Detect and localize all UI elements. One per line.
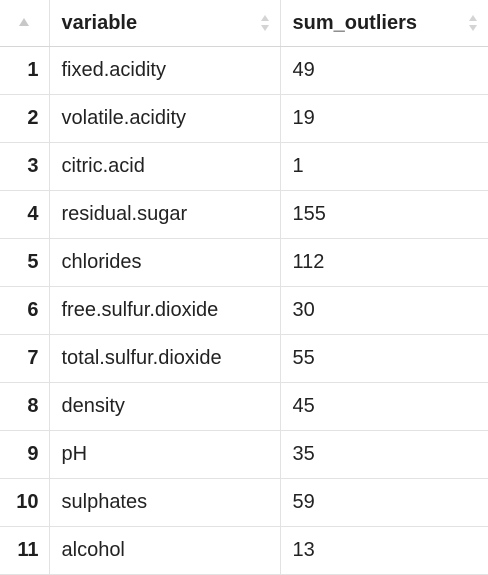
- variable-value: pH: [61, 443, 88, 465]
- variable-cell: total.sulfur.dioxide: [49, 334, 281, 383]
- variable-cell: alcohol: [49, 526, 281, 575]
- table-row: 3 citric.acid 1: [0, 142, 488, 191]
- table-row: 9 pH 35: [0, 430, 488, 479]
- row-index-cell: 4: [0, 190, 50, 239]
- row-index-cell: 1: [0, 46, 50, 95]
- variable-value: fixed.acidity: [61, 59, 167, 81]
- table-row: 2 volatile.acidity 19: [0, 94, 488, 143]
- column-header-index[interactable]: [0, 0, 50, 47]
- table-row: 11 alcohol 13: [0, 526, 488, 575]
- sum-outliers-value: 112: [292, 251, 325, 273]
- variable-value: density: [61, 395, 125, 417]
- sort-icon[interactable]: [260, 14, 270, 32]
- header-row: variable sum_outliers: [0, 0, 488, 47]
- column-header-sum-outliers[interactable]: sum_outliers: [280, 0, 488, 47]
- row-index: 3: [27, 155, 39, 177]
- table-row: 10 sulphates 59: [0, 478, 488, 527]
- row-index-cell: 3: [0, 142, 50, 191]
- table-row: 5 chlorides 112: [0, 238, 488, 287]
- sum-outliers-cell: 59: [280, 478, 488, 527]
- table-row: 1 fixed.acidity 49: [0, 46, 488, 95]
- variable-value: citric.acid: [61, 155, 145, 177]
- sum-outliers-value: 19: [292, 107, 315, 129]
- table-row: 7 total.sulfur.dioxide 55: [0, 334, 488, 383]
- sum-outliers-value: 45: [292, 395, 315, 417]
- sum-outliers-cell: 45: [280, 382, 488, 431]
- variable-value: alcohol: [61, 539, 125, 561]
- variable-cell: free.sulfur.dioxide: [49, 286, 281, 335]
- sum-outliers-value: 59: [292, 491, 315, 513]
- sort-icon[interactable]: [468, 14, 478, 32]
- row-index-cell: 11: [0, 526, 50, 575]
- sum-outliers-cell: 55: [280, 334, 488, 383]
- variable-value: total.sulfur.dioxide: [61, 347, 222, 369]
- variable-value: volatile.acidity: [61, 107, 187, 129]
- variable-cell: citric.acid: [49, 142, 281, 191]
- sum-outliers-value: 155: [292, 203, 326, 225]
- sum-outliers-cell: 112: [280, 238, 488, 287]
- row-index: 1: [27, 59, 39, 81]
- sum-outliers-cell: 19: [280, 94, 488, 143]
- row-index: 5: [27, 251, 39, 273]
- sum-outliers-value: 13: [292, 539, 315, 561]
- sum-outliers-value: 49: [292, 59, 315, 81]
- variable-value: residual.sugar: [61, 203, 188, 225]
- variable-cell: pH: [49, 430, 281, 479]
- sum-outliers-value: 55: [292, 347, 315, 369]
- column-header-variable-label: variable: [61, 12, 138, 34]
- table-row: 4 residual.sugar 155: [0, 190, 488, 239]
- sum-outliers-cell: 155: [280, 190, 488, 239]
- row-index: 8: [27, 395, 39, 417]
- row-index-cell: 6: [0, 286, 50, 335]
- row-index-cell: 9: [0, 430, 50, 479]
- sum-outliers-cell: 1: [280, 142, 488, 191]
- table-row: 6 free.sulfur.dioxide 30: [0, 286, 488, 335]
- sum-outliers-cell: 13: [280, 526, 488, 575]
- variable-value: free.sulfur.dioxide: [61, 299, 219, 321]
- row-index-cell: 8: [0, 382, 50, 431]
- row-index: 9: [27, 443, 39, 465]
- row-index-cell: 7: [0, 334, 50, 383]
- column-header-variable[interactable]: variable: [49, 0, 281, 47]
- variable-cell: volatile.acidity: [49, 94, 281, 143]
- sum-outliers-value: 35: [292, 443, 315, 465]
- variable-cell: chlorides: [49, 238, 281, 287]
- variable-cell: residual.sugar: [49, 190, 281, 239]
- sum-outliers-cell: 30: [280, 286, 488, 335]
- row-index: 6: [27, 299, 39, 321]
- variable-value: sulphates: [61, 491, 148, 513]
- row-index: 4: [27, 203, 39, 225]
- variable-cell: sulphates: [49, 478, 281, 527]
- sum-outliers-cell: 49: [280, 46, 488, 95]
- row-index: 11: [17, 539, 39, 561]
- variable-value: chlorides: [61, 251, 142, 273]
- variable-cell: fixed.acidity: [49, 46, 281, 95]
- sum-outliers-cell: 35: [280, 430, 488, 479]
- column-header-sum-outliers-label: sum_outliers: [292, 12, 417, 34]
- row-index: 10: [16, 491, 39, 513]
- sum-outliers-value: 1: [292, 155, 304, 177]
- sort-ascending-icon[interactable]: [19, 18, 30, 26]
- variable-cell: density: [49, 382, 281, 431]
- row-index: 7: [27, 347, 39, 369]
- row-index-cell: 10: [0, 478, 50, 527]
- table-row: 8 density 45: [0, 382, 488, 431]
- row-index: 2: [27, 107, 39, 129]
- row-index-cell: 5: [0, 238, 50, 287]
- sum-outliers-value: 30: [292, 299, 315, 321]
- row-index-cell: 2: [0, 94, 50, 143]
